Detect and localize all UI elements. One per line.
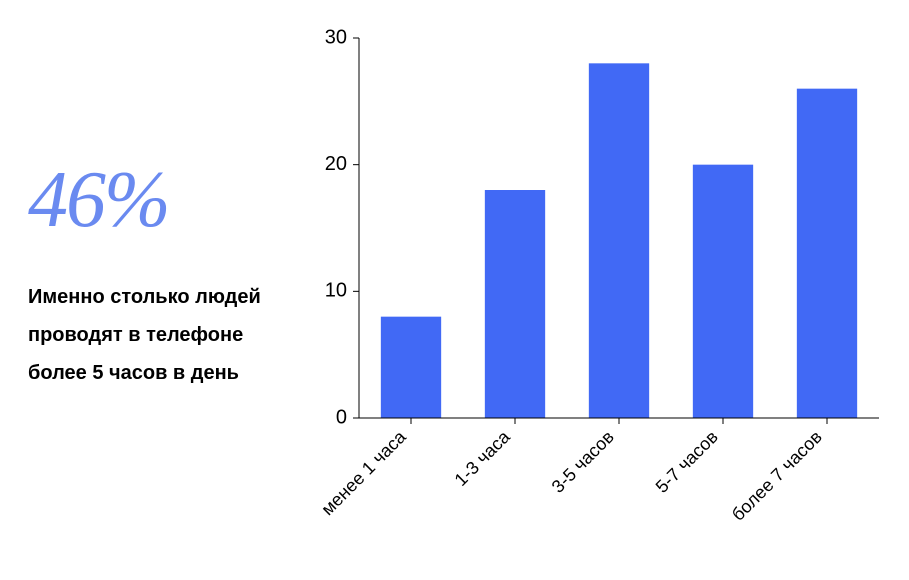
y-tick-label: 10: [325, 280, 347, 302]
x-tick-label: 5-7 часов: [652, 427, 722, 497]
stat-value: 46%: [28, 160, 289, 240]
bar-chart: 0 10 20 30 менее 1 часа 1-3 часа 3-5 часов 5-7 …: [309, 20, 899, 580]
bar: [797, 89, 857, 418]
chart-panel: 0 10 20 30 менее 1 часа 1-3 часа 3-5 часов 5-7 …: [309, 0, 909, 580]
x-tick-label: 1-3 часа: [451, 426, 515, 490]
x-tick-label: более 7 часов: [728, 427, 826, 525]
infographic-container: 46% Именно столько людей проводят в теле…: [0, 0, 909, 580]
bar: [693, 165, 753, 418]
y-tick-label: 0: [336, 406, 347, 428]
bar: [381, 317, 441, 418]
bar: [485, 190, 545, 418]
x-tick-label: 3-5 часов: [548, 427, 618, 497]
y-tick-label: 30: [325, 26, 347, 48]
bar: [589, 63, 649, 418]
stat-panel: 46% Именно столько людей проводят в теле…: [0, 0, 309, 580]
stat-caption: Именно столько людей проводят в телефоне…: [28, 278, 289, 392]
y-tick-label: 20: [325, 153, 347, 175]
x-tick-label: менее 1 часа: [317, 426, 410, 519]
